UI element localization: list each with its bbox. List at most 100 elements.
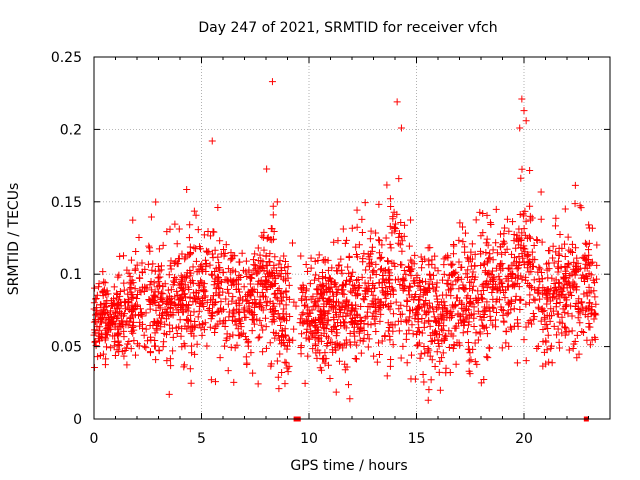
data-point [94,353,102,361]
data-point [455,273,463,281]
data-point [428,356,436,364]
data-point [120,286,128,294]
data-point [258,232,266,240]
data-point [122,305,130,313]
data-point [326,338,334,346]
data-point [188,342,196,350]
data-point [169,333,177,341]
data-point [534,342,542,350]
data-point [99,268,107,276]
data-point [236,308,244,316]
data-point [484,354,492,362]
y-axis-label: SRMTID / TECUs [6,183,22,296]
data-point [152,198,160,206]
data-point [459,281,467,289]
data-point [343,309,351,317]
data-point [247,349,255,357]
data-point [246,274,254,282]
data-point [238,249,246,257]
data-point [224,367,232,375]
data-point [446,368,454,376]
data-point [586,341,594,349]
data-point [402,270,410,278]
data-point [484,270,492,278]
data-point [180,363,188,371]
data-point [464,338,472,346]
data-point [426,244,434,252]
data-point [363,312,371,320]
data-point [564,233,572,241]
data-point [431,252,439,260]
data-point [428,337,436,345]
data-point [501,248,509,256]
data-point [492,239,500,247]
data-point [468,300,476,308]
data-point [568,327,576,335]
data-point [375,351,383,359]
data-point [269,202,277,210]
data-point [356,313,364,321]
data-point [166,225,174,233]
data-point [465,306,473,314]
data-point [562,270,570,278]
data-point [529,255,537,263]
data-point-outlier [522,117,530,125]
data-point [470,323,478,331]
data-point [386,222,394,230]
data-point [440,322,448,330]
data-point [576,309,584,317]
data-point [526,282,534,290]
data-point [569,344,577,352]
data-point [256,317,264,325]
data-point [427,376,435,384]
data-point [438,354,446,362]
data-point [419,371,427,379]
data-point [369,280,377,288]
data-point [349,268,357,276]
data-point [116,287,124,295]
data-point [288,239,296,247]
data-point [179,308,187,316]
data-point [178,250,186,258]
data-point [481,303,489,311]
data-point [375,200,383,208]
data-point [564,310,572,318]
data-point [514,319,522,327]
data-point [277,322,285,330]
data-point [461,243,469,251]
data-point [586,323,594,331]
data-point [484,241,492,249]
data-point [277,289,285,297]
data-point-outlier [268,78,276,86]
data-point [552,303,560,311]
data-point [411,375,419,383]
data-point [135,274,143,282]
data-point [550,279,558,287]
x-tick-label: 10 [300,431,318,447]
data-point [508,261,516,269]
data-point [498,306,506,314]
data-point [530,242,538,249]
data-point [91,337,99,345]
data-point [131,266,139,274]
data-point [120,279,128,287]
data-point [564,259,572,267]
data-point [534,289,542,297]
data-point [400,276,408,284]
data-point [206,323,214,331]
data-point [509,281,517,289]
data-point [455,236,463,244]
data-point [433,348,441,356]
data-point [423,288,431,296]
data-point [120,327,128,335]
data-point [102,316,110,324]
data-point [271,306,279,314]
data-point [371,320,379,328]
data-point [454,310,462,318]
data-point [422,311,430,319]
y-tick-label: 0.25 [51,50,82,66]
data-point [518,165,526,173]
data-point [246,280,254,288]
data-point [496,230,504,238]
data-point [315,251,323,259]
